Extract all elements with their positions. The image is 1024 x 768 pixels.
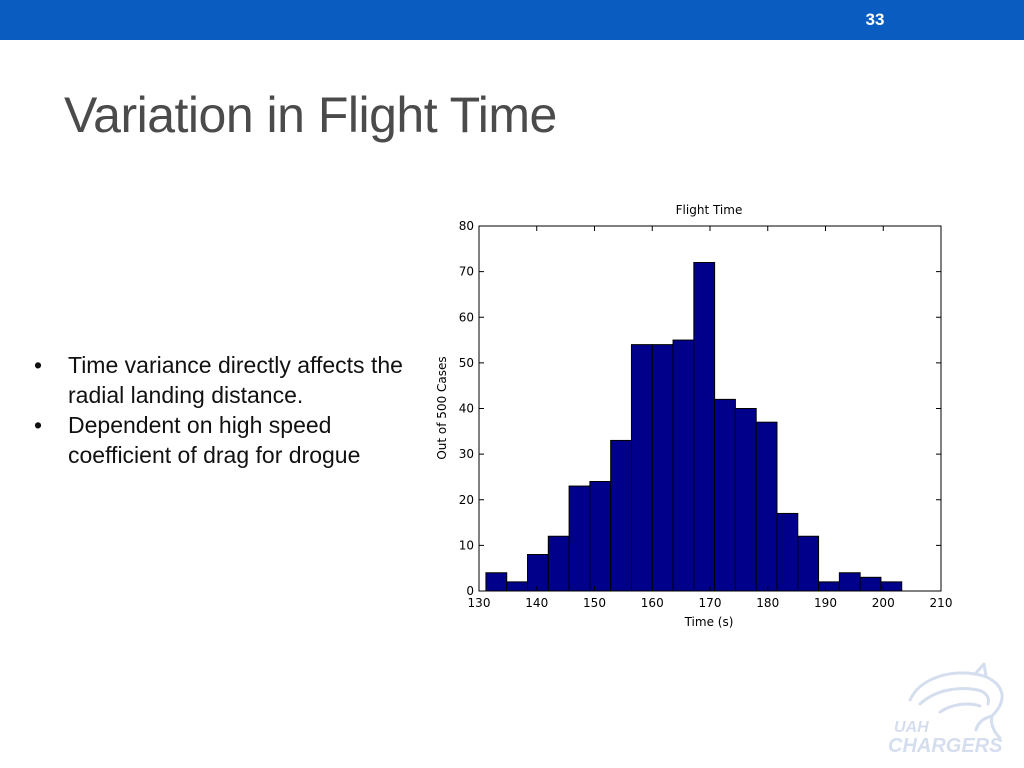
y-tick-label-40: 40 [459, 402, 474, 416]
histogram-bar-1 [506, 581, 529, 592]
bullet-dot-icon: • [34, 352, 43, 378]
histogram-bar-0 [485, 572, 508, 592]
y-tick-label-60: 60 [459, 310, 474, 324]
x-tick-label-180: 180 [756, 596, 779, 610]
histogram-bar-3 [547, 535, 570, 592]
slide-title: Variation in Flight Time [64, 87, 557, 143]
histogram-bar-16 [818, 581, 840, 592]
x-tick-label-160: 160 [641, 596, 664, 610]
flight-time-histogram: Flight Time Out of 500 Cases Time (s) 13… [435, 203, 953, 629]
bullet-list: • Time variance directly affects the radi… [30, 350, 410, 470]
histogram-bar-18 [859, 576, 882, 592]
bullet-text: Dependent on high speed coefficient of d… [68, 412, 361, 468]
plot-frame [478, 225, 942, 592]
y-tick-label-50: 50 [459, 356, 474, 370]
histogram-bar-10 [693, 262, 716, 592]
chart-x-axis-label: Time (s) [684, 615, 734, 629]
x-tick-label-210: 210 [930, 596, 953, 610]
x-tick-label-190: 190 [814, 596, 837, 610]
bullet-item: • Dependent on high speed coefficient of … [30, 410, 410, 470]
logo-text-bottom: CHARGERS [888, 735, 1003, 757]
histogram-bar-2 [527, 554, 549, 592]
bar-group [485, 262, 903, 592]
histogram-bar-6 [610, 439, 632, 592]
histogram-bar-13 [755, 421, 778, 592]
y-tick-label-80: 80 [459, 219, 474, 233]
y-tick-label-20: 20 [459, 493, 474, 507]
histogram-bar-12 [734, 408, 757, 592]
tick-group: 130 140 150 160 170 180 190 200 210 0 10 20 30 40 50 60… [459, 219, 953, 610]
x-tick-label-130: 130 [468, 596, 491, 610]
bullet-item: • Time variance directly affects the radi… [30, 350, 410, 410]
y-tick-label-0: 0 [466, 584, 474, 598]
bullet-dot-icon: • [34, 412, 43, 438]
x-tick-label-200: 200 [872, 596, 895, 610]
y-tick-label-30: 30 [459, 447, 474, 461]
bullet-text: Time variance directly affects the radia… [68, 352, 403, 408]
logo-text-top: UAH [894, 719, 929, 736]
histogram-bar-5 [589, 481, 612, 592]
x-tick-label-150: 150 [583, 596, 606, 610]
top-bar: 33 [0, 0, 1024, 40]
y-tick-label-70: 70 [459, 265, 474, 279]
chart-title: Flight Time [676, 203, 743, 217]
histogram-bar-15 [797, 535, 820, 592]
histogram-bar-19 [880, 581, 903, 592]
histogram-bar-11 [714, 398, 736, 592]
histogram-bar-4 [568, 485, 591, 592]
histogram-bar-14 [776, 512, 799, 592]
histogram-bar-8 [651, 344, 674, 592]
histogram-bar-17 [838, 572, 861, 592]
slide-number: 33 [865, 10, 885, 29]
chart-y-axis-label: Out of 500 Cases [435, 356, 449, 459]
x-tick-label-140: 140 [525, 596, 548, 610]
histogram-bar-7 [630, 344, 653, 592]
histogram-bar-9 [672, 339, 695, 592]
x-tick-label-170: 170 [699, 596, 722, 610]
uah-chargers-logo: UAH CHARGERS [888, 662, 1004, 757]
y-tick-label-10: 10 [459, 538, 474, 552]
